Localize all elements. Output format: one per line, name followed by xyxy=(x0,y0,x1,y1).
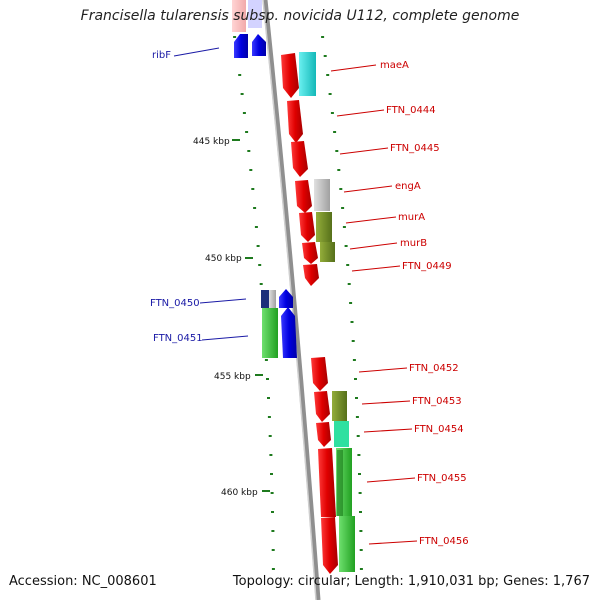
outer-tick-track xyxy=(321,36,363,570)
gene-label-murA[interactable]: murA xyxy=(398,212,425,223)
gene-murB[interactable] xyxy=(302,242,335,264)
outer-tick-mark xyxy=(359,511,362,513)
label-leader-lines xyxy=(173,47,418,545)
scale-label-455: 455 kbp xyxy=(214,372,251,382)
outer-tick-mark xyxy=(354,378,357,380)
outer-tick-mark xyxy=(342,226,346,228)
inner-tick-mark xyxy=(267,416,271,418)
inner-tick-mark xyxy=(238,74,242,76)
gene-label-FTN_0444[interactable]: FTN_0444 xyxy=(386,105,436,116)
outer-tick-mark xyxy=(356,435,360,437)
inner-tick-mark xyxy=(264,359,268,361)
outer-tick-mark xyxy=(344,245,348,247)
outer-tick-mark xyxy=(339,188,343,190)
inner-tick-mark xyxy=(271,568,275,570)
gene-maeA[interactable] xyxy=(281,52,316,98)
outer-tick-mark xyxy=(359,549,363,551)
outer-tick-mark xyxy=(351,340,355,342)
outer-tick-mark xyxy=(341,207,345,209)
map-title: Francisella tularensis subsp. novicida U… xyxy=(80,8,520,24)
inner-tick-mark xyxy=(268,435,272,437)
inner-tick-mark xyxy=(271,530,275,532)
gene-label-FTN_0451[interactable]: FTN_0451 xyxy=(153,333,203,344)
outer-tick-mark xyxy=(350,321,354,323)
gene-FTN_0445[interactable] xyxy=(291,141,308,177)
outer-tick-mark xyxy=(352,359,356,361)
outer-tick-mark xyxy=(347,283,351,285)
gene-FTN_0449[interactable] xyxy=(303,264,319,286)
gene-label-FTN_0452[interactable]: FTN_0452 xyxy=(409,363,459,374)
inner-tick-mark xyxy=(247,150,251,152)
inner-tick-mark xyxy=(233,36,237,38)
inner-tick-mark xyxy=(254,226,258,228)
outer-tick-mark xyxy=(349,302,353,304)
gene-FTN_0454[interactable] xyxy=(316,421,349,447)
inner-tick-mark xyxy=(256,245,260,247)
scale-label-445: 445 kbp xyxy=(193,137,230,147)
gene-label-maeA[interactable]: maeA xyxy=(380,60,409,71)
inner-tick-mark xyxy=(242,112,246,114)
inner-tick-mark xyxy=(245,131,249,133)
inner-tick-mark xyxy=(270,492,274,494)
gene-murA[interactable] xyxy=(299,212,332,242)
scale-label-460: 460 kbp xyxy=(221,488,258,498)
outer-tick-mark xyxy=(333,131,337,133)
accession-label: Accession: NC_008601 xyxy=(9,574,157,589)
gene-engA[interactable] xyxy=(295,179,330,213)
outer-tick-mark xyxy=(321,36,325,38)
gene-label-FTN_0453[interactable]: FTN_0453 xyxy=(412,396,462,407)
scale-label-450: 450 kbp xyxy=(205,254,242,264)
outer-tick-mark xyxy=(326,74,330,76)
gene-label-FTN_0454[interactable]: FTN_0454 xyxy=(414,424,464,435)
outer-tick-mark xyxy=(337,169,341,171)
outer-tick-mark xyxy=(359,568,363,570)
inner-tick-mark xyxy=(270,473,273,475)
gene-FTN_0450[interactable] xyxy=(261,289,293,308)
gene-ribF[interactable] xyxy=(234,34,266,58)
outer-tick-mark xyxy=(355,416,359,418)
gene-label-FTN_0450[interactable]: FTN_0450 xyxy=(150,298,200,309)
gene-label-engA[interactable]: engA xyxy=(395,181,421,192)
outer-tick-mark xyxy=(357,454,361,456)
gene-label-murB[interactable]: murB xyxy=(400,238,427,249)
outer-tick-mark xyxy=(359,530,363,532)
gene-label-ribF[interactable]: ribF xyxy=(152,50,171,61)
inner-tick-track xyxy=(233,36,275,570)
outer-tick-mark xyxy=(355,397,358,399)
gene-label-FTN_0449[interactable]: FTN_0449 xyxy=(402,261,452,272)
faded-gene-top xyxy=(232,0,246,32)
gene-FTN_0452[interactable] xyxy=(311,357,328,391)
gene-label-FTN_0456[interactable]: FTN_0456 xyxy=(419,536,469,547)
inner-tick-mark xyxy=(249,169,253,171)
gene-FTN_0455[interactable] xyxy=(318,448,352,517)
outer-tick-mark xyxy=(358,473,361,475)
inner-tick-mark xyxy=(271,549,275,551)
inner-tick-mark xyxy=(240,93,244,95)
outer-tick-mark xyxy=(330,112,334,114)
gene-FTN_0453[interactable] xyxy=(314,391,347,422)
inner-tick-mark xyxy=(258,264,262,266)
gene-FTN_0444[interactable] xyxy=(287,100,303,143)
gene-FTN_0456[interactable] xyxy=(321,516,355,574)
inner-tick-mark xyxy=(253,207,257,209)
gene-label-FTN_0455[interactable]: FTN_0455 xyxy=(417,473,467,484)
inner-tick-mark xyxy=(259,283,263,285)
gene-label-FTN_0445[interactable]: FTN_0445 xyxy=(390,143,440,154)
gene-FTN_0451[interactable] xyxy=(262,307,297,358)
inner-tick-mark xyxy=(269,454,273,456)
outer-tick-mark xyxy=(358,492,362,494)
inner-tick-mark xyxy=(251,188,255,190)
outer-tick-mark xyxy=(328,93,332,95)
inner-tick-mark xyxy=(267,397,270,399)
topology-label: Topology: circular; Length: 1,910,031 bp… xyxy=(232,574,590,589)
outer-tick-mark xyxy=(346,264,350,266)
outer-tick-mark xyxy=(323,55,327,57)
outer-tick-mark xyxy=(335,150,339,152)
inner-tick-mark xyxy=(266,378,269,380)
faded-gene-top-2 xyxy=(248,0,262,28)
inner-tick-mark xyxy=(271,511,274,513)
genome-backbone xyxy=(262,0,321,600)
